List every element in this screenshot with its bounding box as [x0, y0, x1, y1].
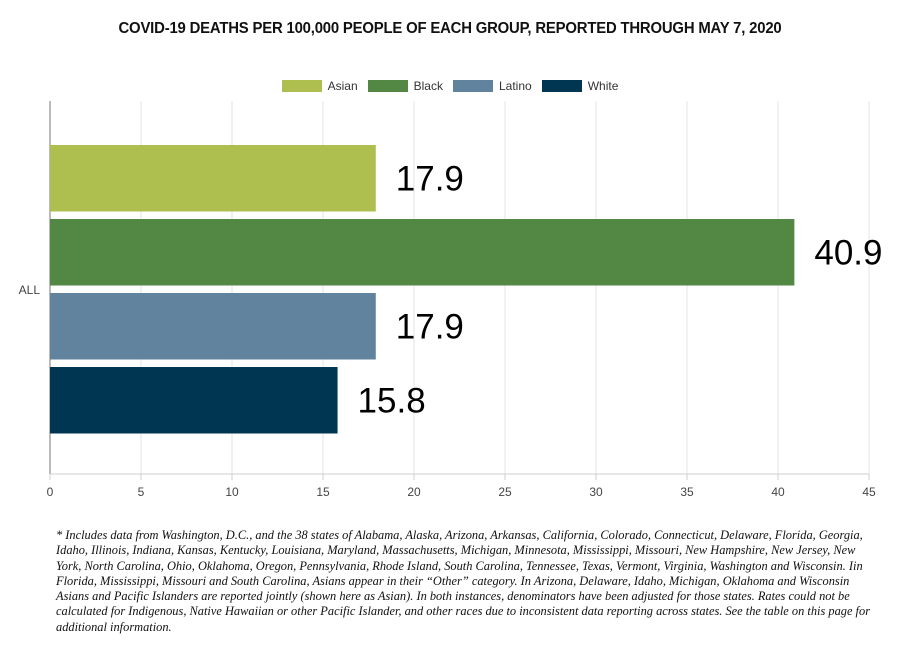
- chart-legend: Asian Black Latino White: [0, 79, 900, 93]
- x-tick-label: 45: [862, 485, 876, 499]
- bar-chart: 0 5 10 15 20 25 30 35 40 45 ALL 17.9 40.9 17.9 15.8: [19, 101, 883, 499]
- chart-title: COVID-19 DEATHS PER 100,000 PEOPLE OF EA…: [118, 20, 782, 37]
- y-category-label: ALL: [19, 283, 41, 297]
- legend-label: White: [587, 79, 619, 93]
- data-label-black: 40.9: [814, 233, 882, 272]
- bar-asian: [50, 145, 376, 212]
- legend-item-white[interactable]: White: [541, 79, 619, 93]
- x-tick-label: 0: [47, 485, 54, 499]
- legend-label: Latino: [498, 79, 532, 93]
- x-tick-label: 40: [771, 485, 785, 499]
- legend-item-latino[interactable]: Latino: [452, 79, 532, 93]
- data-label-white: 15.8: [358, 381, 426, 420]
- x-tick-label: 35: [680, 485, 694, 499]
- data-label-latino: 17.9: [396, 307, 464, 346]
- legend-item-black[interactable]: Black: [367, 79, 443, 93]
- bar-black: [50, 219, 795, 286]
- data-label-asian: 17.9: [396, 159, 464, 198]
- legend-label: Black: [413, 79, 443, 93]
- x-tick-label: 20: [407, 485, 421, 499]
- x-tick-label: 30: [589, 485, 603, 499]
- legend-swatch: [541, 80, 582, 92]
- legend-item-asian[interactable]: Asian: [281, 79, 358, 93]
- footnote: * Includes data from Washington, D.C., a…: [56, 528, 871, 634]
- bar-white: [50, 367, 338, 434]
- bar-latino: [50, 293, 376, 360]
- x-tick-label: 25: [498, 485, 512, 499]
- legend-swatch: [452, 80, 493, 92]
- x-tick-label: 15: [316, 485, 330, 499]
- x-tick-label: 10: [225, 485, 239, 499]
- legend-label: Asian: [327, 79, 358, 93]
- x-tick-label: 5: [138, 485, 145, 499]
- legend-swatch: [367, 80, 408, 92]
- legend-swatch: [281, 80, 322, 92]
